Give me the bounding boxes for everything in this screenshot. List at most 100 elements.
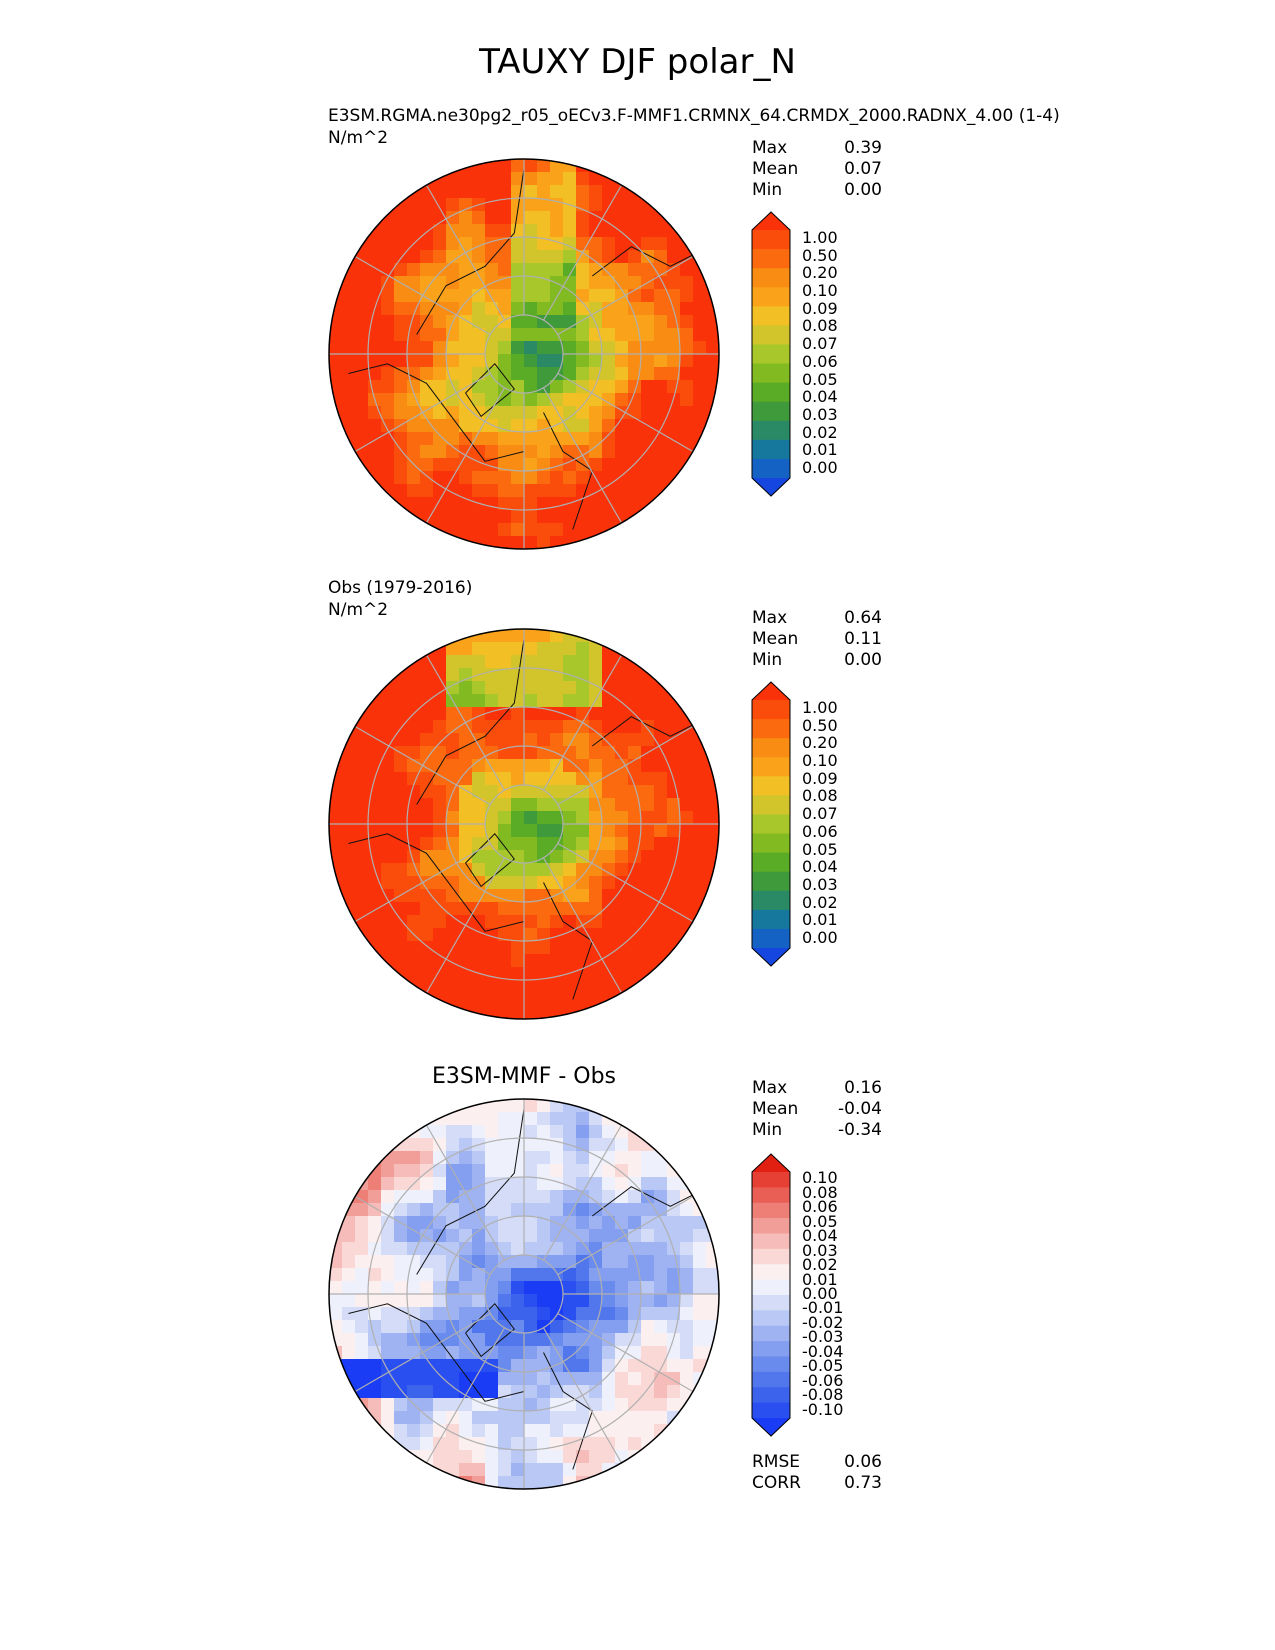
map-cell xyxy=(641,484,655,498)
map-cell xyxy=(446,928,460,942)
map-cell xyxy=(407,263,421,277)
map-cell xyxy=(615,432,629,446)
map-cell xyxy=(563,1125,577,1139)
map-cell xyxy=(381,1281,395,1295)
map-cell xyxy=(667,302,681,316)
map-cell xyxy=(394,237,408,251)
map-cell xyxy=(485,523,499,537)
map-cell xyxy=(667,746,681,760)
map-cell xyxy=(394,1125,408,1139)
map-cell xyxy=(342,824,356,838)
map-cell xyxy=(524,850,538,864)
map-cell xyxy=(641,902,655,916)
map-cell xyxy=(420,497,434,511)
map-cell xyxy=(563,1242,577,1256)
map-cell xyxy=(706,837,719,851)
map-cell xyxy=(485,185,499,199)
map-cell xyxy=(394,824,408,838)
colorbar-tick-label: 0.50 xyxy=(802,715,838,735)
map-cell xyxy=(680,393,694,407)
map-cell xyxy=(667,1268,681,1282)
map-cell xyxy=(407,1385,421,1399)
map-cell xyxy=(446,772,460,786)
stat-label: Min xyxy=(752,1120,783,1140)
colorbar-diff-labels: 0.10 0.08 0.06 0.05 0.04 0.03 0.02 0.01 0.00 -0.0… xyxy=(802,1150,862,1440)
map-cell xyxy=(472,824,486,838)
map-cell xyxy=(394,224,408,238)
map-cell xyxy=(550,510,564,524)
map-cell xyxy=(667,328,681,342)
map-cell xyxy=(420,328,434,342)
map-cell xyxy=(407,668,421,682)
map-cell xyxy=(433,224,447,238)
map-cell xyxy=(563,432,577,446)
map-cell xyxy=(485,1450,499,1464)
map-cell xyxy=(524,289,538,303)
colorbar-tick-label: 0.06 xyxy=(802,1197,838,1217)
map-cell xyxy=(615,1346,629,1360)
map-cell xyxy=(459,863,473,877)
map-cell xyxy=(667,811,681,825)
map-cell xyxy=(667,1333,681,1347)
map-cell xyxy=(472,993,486,1007)
map-cell xyxy=(576,1281,590,1295)
map-cell xyxy=(680,811,694,825)
map-cell xyxy=(498,1450,512,1464)
map-cell xyxy=(576,681,590,695)
map-cell xyxy=(615,1411,629,1425)
map-cell xyxy=(537,824,551,838)
map-cell xyxy=(706,1359,719,1373)
map-cell xyxy=(368,1372,382,1386)
map-cell xyxy=(472,289,486,303)
map-cell xyxy=(433,876,447,890)
map-cell xyxy=(680,772,694,786)
map-cell xyxy=(615,668,629,682)
map-cell xyxy=(615,380,629,394)
map-cell xyxy=(628,1229,642,1243)
map-cell xyxy=(472,354,486,368)
map-cell xyxy=(550,1177,564,1191)
map-cell xyxy=(342,380,356,394)
map-cell xyxy=(498,497,512,511)
colorbar-segment xyxy=(752,439,790,460)
map-cell xyxy=(342,250,356,264)
map-cell xyxy=(667,1398,681,1412)
map-cell xyxy=(537,1372,551,1386)
coastline xyxy=(348,363,525,462)
map-cell xyxy=(524,1333,538,1347)
map-cell xyxy=(667,250,681,264)
map-cell xyxy=(680,276,694,290)
map-cell xyxy=(524,471,538,485)
map-cell xyxy=(329,354,343,368)
map-cell xyxy=(524,1164,538,1178)
map-cell xyxy=(472,393,486,407)
map-cell xyxy=(667,1216,681,1230)
map-cell xyxy=(589,1385,603,1399)
map-cell xyxy=(498,1307,512,1321)
map-cell xyxy=(693,785,707,799)
map-cell xyxy=(459,1216,473,1230)
map-cell xyxy=(498,811,512,825)
map-cell xyxy=(654,837,668,851)
map-cell xyxy=(420,237,434,251)
map-cell xyxy=(576,393,590,407)
map-cell xyxy=(524,1255,538,1269)
map-cell xyxy=(628,211,642,225)
map-cell xyxy=(524,720,538,734)
map-cell xyxy=(485,172,499,186)
map-cell xyxy=(550,954,564,968)
map-cell xyxy=(381,1359,395,1373)
map-cell xyxy=(355,720,369,734)
map-cell xyxy=(537,250,551,264)
map-cell xyxy=(615,1320,629,1334)
colorbar-tick-label: 0.06 xyxy=(802,821,838,841)
colorbar-tick-label: 0.08 xyxy=(802,1182,838,1202)
map-cell xyxy=(589,1294,603,1308)
map-cell xyxy=(589,341,603,355)
map-cell xyxy=(615,1437,629,1451)
map-cell xyxy=(654,1151,668,1165)
map-cell xyxy=(680,380,694,394)
map-cell xyxy=(615,211,629,225)
map-cell xyxy=(667,876,681,890)
map-cell xyxy=(498,289,512,303)
